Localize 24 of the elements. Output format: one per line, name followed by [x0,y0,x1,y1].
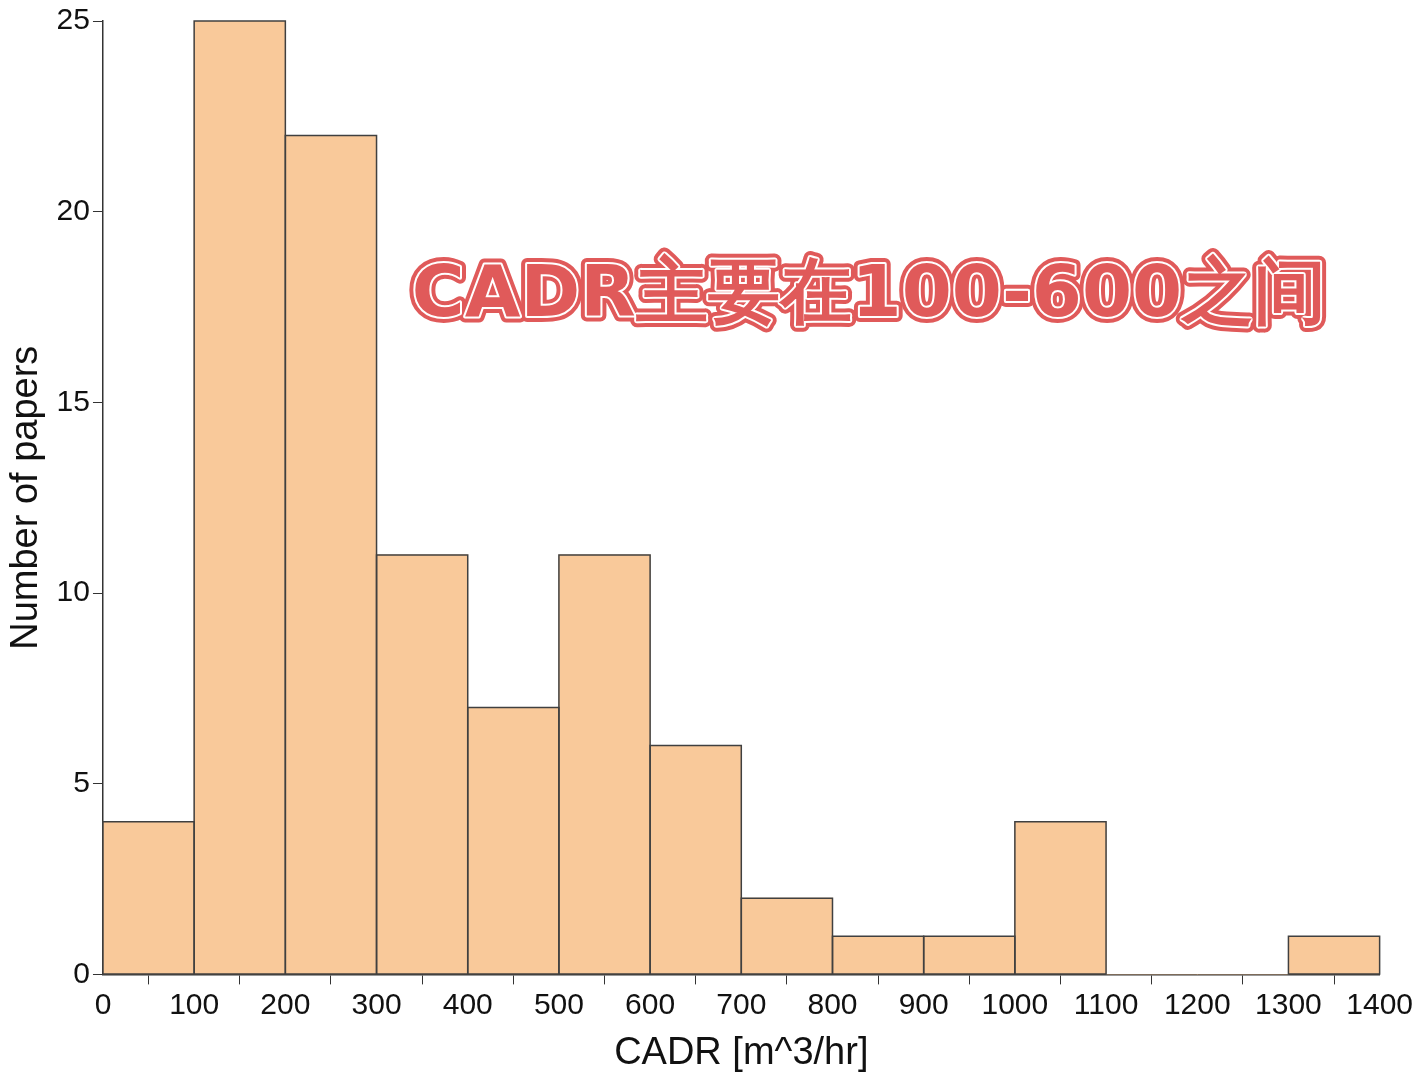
x-tick-label: 600 [625,986,676,1020]
x-tick-label: 1400 [1346,986,1414,1020]
y-tick-label: 0 [73,955,90,989]
annotation: CADR主要在100-600之间 [411,249,1327,334]
y-tick-label: 10 [56,574,90,608]
y-axis-title: Number of papers [3,345,46,650]
x-tick-label: 400 [442,986,493,1020]
x-tick-label: 700 [716,986,767,1020]
y-tick-label: 25 [56,2,90,36]
x-tick-label: 100 [169,986,220,1020]
x-tick-label: 800 [807,986,858,1020]
x-tick-label: 200 [260,986,311,1020]
y-tick-label: 5 [73,764,90,798]
x-tick-label: 1100 [1073,986,1139,1020]
x-tick-label: 900 [898,986,949,1020]
x-tick-label: 500 [533,986,584,1020]
y-tick-label: 15 [56,383,90,417]
x-axis-title: CADR [m^3/hr] [614,1029,869,1072]
x-tick-label: 300 [351,986,402,1020]
x-tick-label: 0 [94,986,112,1020]
y-tick-label: 20 [56,192,90,226]
x-tick-label: 1300 [1255,986,1322,1020]
x-tick-label: 1200 [1163,986,1231,1020]
x-tick-label: 1000 [981,986,1049,1020]
